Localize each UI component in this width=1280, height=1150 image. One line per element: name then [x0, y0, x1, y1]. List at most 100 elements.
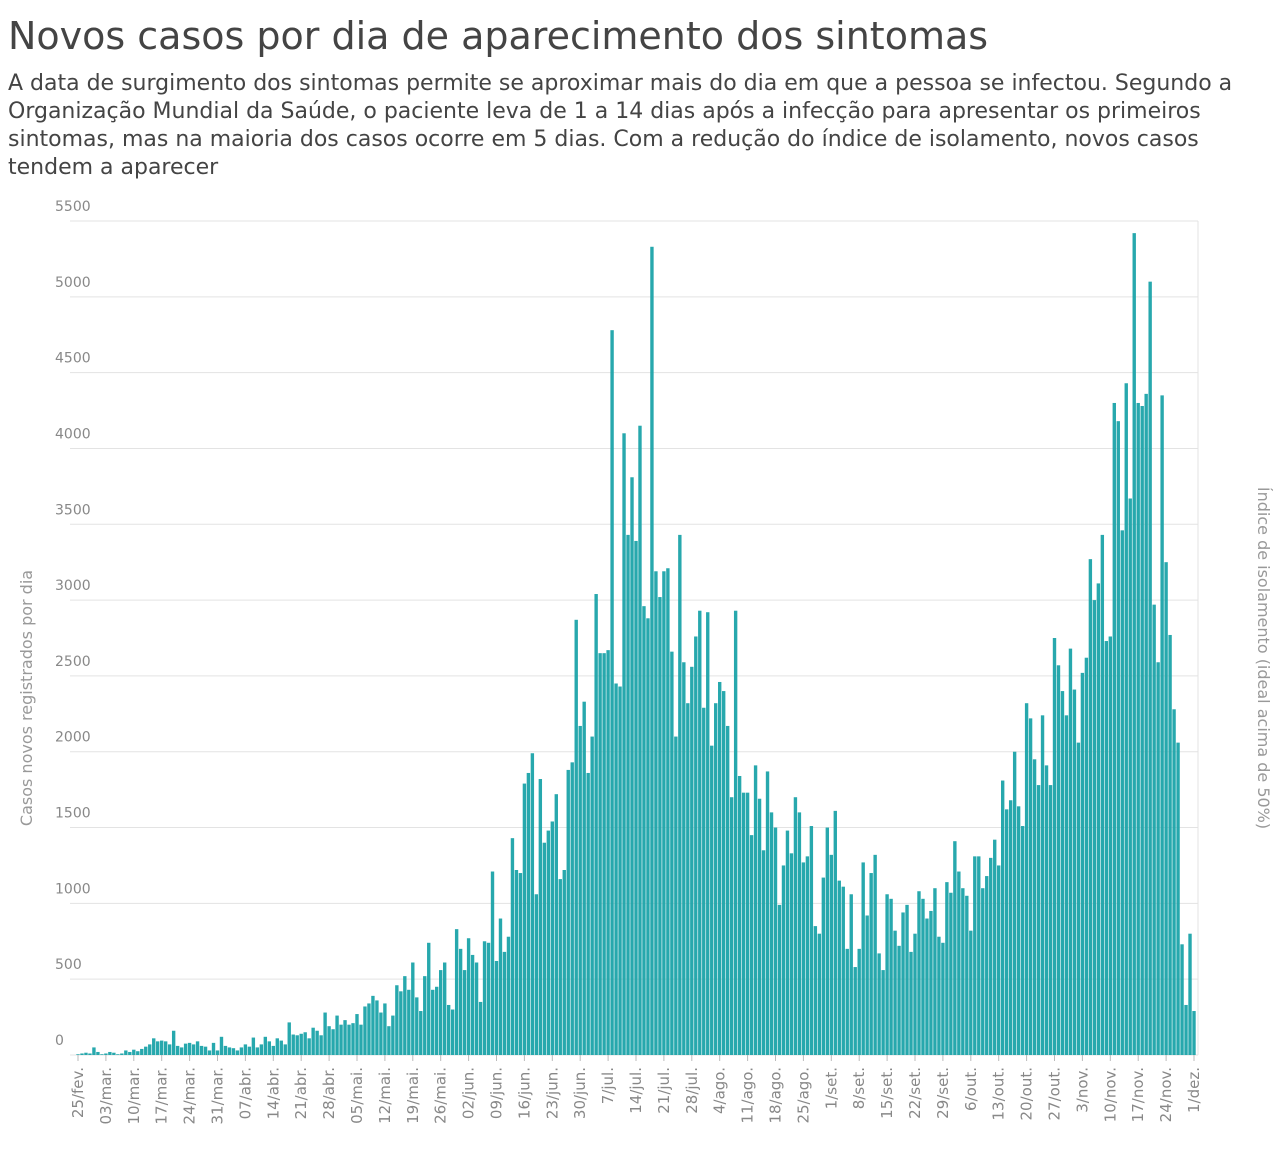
bar: [160, 1040, 164, 1055]
bar: [120, 1053, 124, 1055]
y-tick-label: 2000: [55, 730, 91, 746]
bar: [729, 797, 734, 1055]
bar: [889, 898, 893, 1055]
bar: [574, 619, 578, 1055]
bar: [1172, 709, 1176, 1055]
bar: [454, 929, 459, 1055]
bar: [989, 857, 993, 1055]
bar: [909, 951, 913, 1055]
y-tick-label: 500: [55, 957, 82, 973]
bar: [435, 986, 439, 1055]
bar: [721, 691, 726, 1055]
bar: [183, 1043, 188, 1055]
bar: [610, 330, 614, 1055]
bar: [1096, 583, 1101, 1055]
bar: [191, 1044, 196, 1055]
bar: [1152, 604, 1156, 1055]
bar: [399, 991, 403, 1055]
bar: [873, 854, 877, 1055]
bar: [941, 942, 945, 1055]
bar: [961, 888, 965, 1055]
bar: [1044, 765, 1049, 1055]
bar: [841, 886, 845, 1055]
bar: [335, 1015, 339, 1055]
bar: [96, 1051, 100, 1055]
y-tick-label: 5500: [55, 199, 91, 215]
bar: [1028, 718, 1033, 1055]
bar: [1128, 498, 1132, 1056]
bar: [1084, 657, 1089, 1055]
bar: [482, 941, 487, 1055]
bar: [363, 1006, 367, 1055]
x-tick-label: 22/set.: [906, 1067, 924, 1119]
bar: [195, 1041, 200, 1055]
bar: [1156, 662, 1160, 1055]
x-tick-label: 8/set.: [850, 1067, 868, 1109]
bar: [403, 976, 407, 1055]
x-tick-label: 02/jun.: [460, 1067, 478, 1119]
bar: [419, 1011, 423, 1055]
bar: [702, 707, 706, 1055]
bar: [1000, 780, 1005, 1055]
bar: [187, 1042, 192, 1055]
bar: [1112, 402, 1116, 1055]
bar: [925, 918, 929, 1055]
bar: [339, 1024, 343, 1055]
bar: [518, 873, 523, 1055]
bar: [259, 1044, 264, 1055]
x-tick-label: 26/mai.: [432, 1067, 450, 1124]
bar: [777, 904, 782, 1055]
x-tick-label: 29/set.: [934, 1067, 952, 1119]
bar: [765, 771, 770, 1055]
bar: [869, 873, 873, 1055]
bar: [291, 1034, 295, 1055]
bar: [167, 1044, 172, 1055]
bar: [554, 794, 558, 1055]
bar: [813, 926, 818, 1055]
bar: [375, 1000, 379, 1055]
bar: [223, 1045, 228, 1055]
bar: [789, 853, 794, 1055]
bar: [1192, 1011, 1196, 1055]
x-tick-label: 18/ago.: [767, 1067, 785, 1124]
bar: [367, 1003, 371, 1055]
bar: [981, 888, 985, 1055]
y-tick-label: 1500: [55, 806, 91, 822]
bar: [179, 1047, 184, 1055]
bar: [498, 918, 503, 1055]
bar: [1180, 944, 1184, 1055]
bar: [757, 798, 762, 1055]
bar: [1120, 530, 1124, 1055]
bar: [136, 1051, 140, 1055]
bar: [1076, 742, 1081, 1055]
bar: [88, 1053, 92, 1055]
bar: [247, 1046, 252, 1055]
x-tick-label: 1/set.: [822, 1067, 840, 1109]
x-tick-label: 03/mar.: [97, 1067, 115, 1125]
bar: [243, 1044, 248, 1055]
bar: [171, 1030, 176, 1055]
bar: [985, 876, 989, 1055]
bar: [558, 879, 562, 1055]
bar: [319, 1035, 323, 1055]
bar: [148, 1044, 152, 1055]
bar: [1136, 402, 1140, 1055]
x-tick-label: 25/ago.: [794, 1067, 812, 1124]
bar: [470, 954, 475, 1055]
bar: [917, 891, 921, 1055]
bar: [267, 1041, 272, 1055]
bar: [351, 1023, 355, 1055]
bar: [566, 769, 570, 1055]
bar: [231, 1048, 236, 1055]
bar: [646, 618, 650, 1055]
x-tick-label: 20/out.: [1018, 1067, 1036, 1120]
bar: [929, 910, 933, 1055]
x-tick-label: 30/jun.: [571, 1067, 589, 1119]
bar: [315, 1030, 319, 1055]
bar: [905, 904, 909, 1055]
bar: [439, 970, 443, 1055]
bar: [821, 877, 826, 1055]
bar: [965, 895, 969, 1055]
bar: [219, 1036, 224, 1055]
bar: [578, 725, 582, 1055]
